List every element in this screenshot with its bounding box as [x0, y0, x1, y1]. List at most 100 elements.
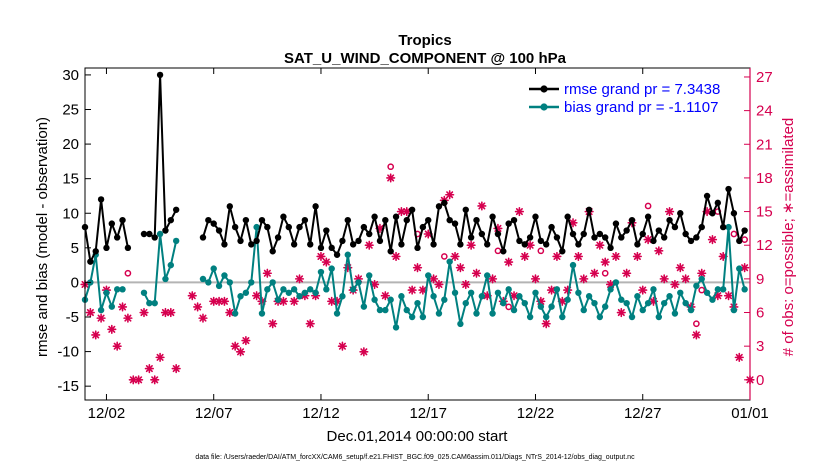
rmse-point — [618, 234, 625, 241]
rmse-point — [462, 206, 469, 213]
rmse-series-group — [81, 71, 748, 265]
bias-point — [516, 293, 523, 300]
bias-point — [693, 282, 700, 290]
rmse-point — [92, 248, 99, 255]
bias-point — [414, 299, 421, 307]
rmse-point — [687, 237, 695, 245]
rmse-point — [221, 241, 228, 248]
rmse-point — [215, 227, 223, 234]
rmse-point — [730, 210, 738, 217]
chart-subtitle: SAT_U_WIND_COMPONENT @ 100 hPa — [284, 50, 567, 67]
rmse-point — [516, 237, 523, 245]
obs-assimilated-point — [723, 291, 734, 301]
rmse-point — [339, 237, 346, 245]
obs-assimilated-point — [418, 285, 428, 295]
bias-point — [376, 306, 384, 314]
bias-point — [419, 313, 427, 321]
rmse-point — [510, 216, 518, 224]
obs-assimilated-point — [380, 291, 390, 301]
rmse-point — [317, 244, 325, 252]
bias-point — [333, 310, 341, 317]
rmse-point — [425, 216, 432, 224]
obs-assimilated-point — [230, 341, 240, 351]
rmse-point — [307, 241, 314, 248]
y-tick-label: 5 — [71, 240, 79, 257]
legend-rmse-marker — [540, 85, 548, 93]
bias-point — [408, 313, 416, 321]
bias-point — [451, 289, 459, 296]
bias-point — [666, 293, 673, 300]
bias-point — [500, 299, 507, 307]
rmse-point — [231, 223, 239, 231]
obs-assimilated-point — [466, 240, 476, 250]
bias-point — [371, 296, 378, 303]
rmse-point — [489, 213, 496, 220]
obs-assimilated-point — [434, 279, 444, 290]
rmse-point — [741, 227, 748, 234]
obs-assimilated-point — [589, 268, 600, 278]
obs-possible-point — [440, 253, 448, 260]
y2-tick-label: 18 — [756, 170, 773, 187]
rmse-point — [532, 213, 539, 220]
obs-assimilated-point — [611, 251, 621, 262]
bias-point — [162, 275, 169, 283]
obs-assimilated-point — [638, 285, 648, 295]
bias-point — [548, 303, 555, 310]
x-axis: 12/02 12/07 12/12 12/17 12/22 12/27 01/01 — [88, 68, 769, 422]
rmse-point — [296, 223, 303, 231]
rmse-point — [585, 206, 593, 213]
bias-point — [559, 313, 566, 321]
obs-assimilated-point — [664, 206, 675, 217]
bias-point — [349, 286, 357, 293]
bias-point — [328, 265, 335, 272]
obs-assimilated-point — [268, 319, 278, 329]
y2-tick-label: 6 — [756, 305, 764, 322]
obs-assimilated-point — [632, 251, 642, 262]
bias-point — [543, 313, 550, 321]
x-axis-label: Dec.01,2014 00:00:00 start — [327, 428, 509, 445]
obs-assimilated-point — [359, 347, 369, 357]
bias-point — [628, 313, 636, 321]
rmse-point — [660, 234, 668, 241]
rmse-point — [725, 185, 732, 193]
obs-assimilated-point — [407, 285, 417, 295]
data-file-footnote: data file: /Users/raeder/DAI/ATM_forcXX/… — [195, 454, 635, 461]
rmse-point — [371, 213, 378, 220]
y-tick-label: 10 — [62, 205, 79, 222]
obs-assimilated-point — [219, 296, 230, 306]
bias-point — [585, 293, 593, 300]
obs-assimilated-point — [445, 190, 455, 200]
y2-tick-label: 0 — [756, 372, 764, 389]
obs-assimilated-point — [386, 173, 396, 183]
bias-point — [221, 272, 228, 279]
y2-tick-label: 21 — [756, 136, 773, 153]
bias-point — [591, 299, 598, 307]
rmse-point — [569, 230, 577, 238]
obs-assimilated-point — [734, 352, 744, 362]
obs-assimilated-point — [96, 313, 106, 323]
bias-point — [285, 289, 292, 296]
y-tick-label: 0 — [71, 274, 79, 291]
bias-point — [242, 289, 250, 296]
bias-point — [355, 279, 362, 286]
obs-assimilated-point — [262, 268, 272, 278]
bias-point — [612, 279, 620, 286]
obs-assimilated-point — [579, 274, 589, 284]
obs-assimilated-point — [139, 307, 149, 318]
x-tick-label: 12/02 — [88, 405, 126, 422]
bias-point — [494, 289, 502, 296]
rmse-point — [323, 227, 330, 234]
bias-point — [103, 289, 110, 296]
obs-assimilated-point — [337, 341, 348, 351]
rmse-point — [446, 216, 453, 224]
bias-point — [719, 286, 727, 293]
obs-assimilated-point — [552, 251, 562, 262]
obs-assimilated-point — [193, 302, 203, 312]
bias-point — [484, 272, 491, 279]
bias-point — [607, 286, 614, 293]
obs-assimilated-point — [252, 291, 262, 301]
rmse-point — [628, 216, 636, 224]
bias-point — [248, 279, 255, 286]
rmse-point — [156, 71, 164, 79]
rmse-point — [484, 241, 491, 248]
